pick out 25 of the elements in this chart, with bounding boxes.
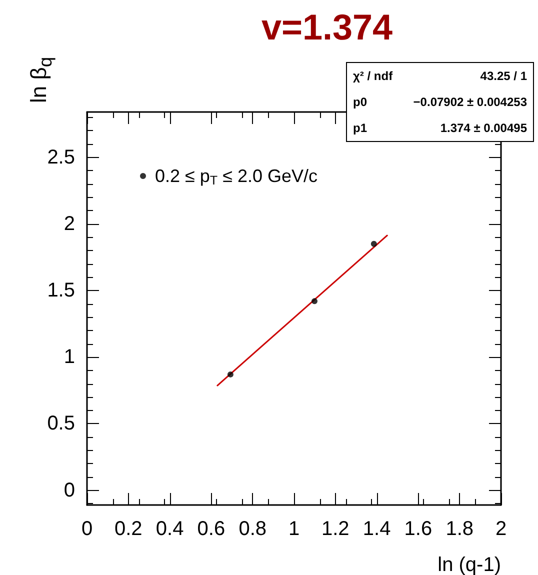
x-tick-label: 0.6 [197,518,226,540]
chart-title: v=1.374 [261,6,393,48]
annotation: p1 [352,120,368,137]
text: χ² / ndf [352,68,394,85]
x-tick-label: 0.4 [156,518,184,540]
x-tick-label: 0.8 [238,518,267,540]
x-tick-label: 1 [288,518,300,540]
text: −0.07902 ± 0.004253 [412,94,528,111]
y-tick-label: 0 [64,479,75,502]
text: 43.25 / 1 [479,68,528,85]
y-tick-label: 2.5 [47,146,75,168]
y-tick-label: 1.5 [47,280,75,302]
x-tick-label: 1.2 [321,518,350,540]
x-tick-label: 0 [81,518,93,540]
x-tick-label: 0.2 [114,518,142,540]
x-axis-title: ln (q-1) [438,554,501,575]
x-tick-label: 2 [495,518,507,540]
y-tick-label: 0.5 [47,412,75,435]
x-tick-label: 1.8 [446,518,474,540]
annotation: 1.374 ± 0.00495 [439,120,528,137]
text: p0 [352,94,368,111]
x-tick-label: 1.4 [362,518,391,540]
x-tick-label: 1.6 [404,518,432,540]
y-tick-label: 2 [64,212,75,235]
y-tick-label: 1 [64,346,75,368]
